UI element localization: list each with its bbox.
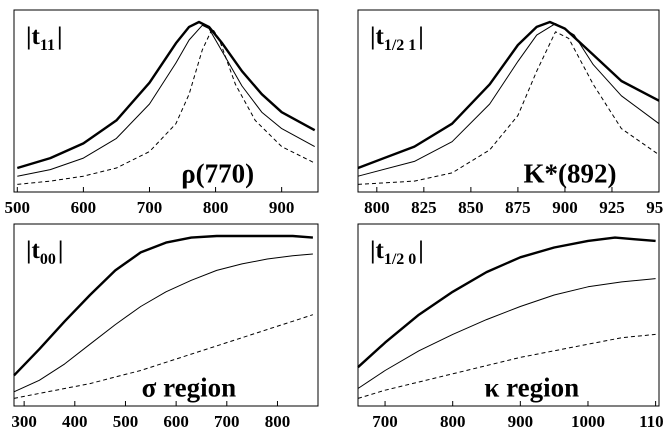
panel-title: |t00| <box>26 237 63 268</box>
x-tick-label: 800 <box>440 412 466 431</box>
panel-title-end: | <box>58 237 64 264</box>
panel-title-subscript: 11 <box>40 37 55 54</box>
series-line-thin <box>13 253 313 393</box>
panel-title-subscript: 00 <box>40 251 56 268</box>
x-tick-label: 925 <box>599 198 625 217</box>
panel-title-end: | <box>57 23 63 50</box>
panel-title-subscript: 1/2 1 <box>384 37 416 54</box>
x-tick-label: 300 <box>11 412 37 431</box>
panel-rho: 500 600 700 800 900 |t11| ρ(770) <box>5 9 319 217</box>
x-tick-label: 850 <box>458 198 484 217</box>
x-tick-label: 700 <box>137 198 163 217</box>
x-tick-label: 1100 <box>639 412 663 431</box>
resonance-label: σ region <box>142 373 236 403</box>
x-tick-label: 500 <box>5 198 31 217</box>
x-tick-label: 900 <box>269 198 295 217</box>
resonance-label: K*(892) <box>524 159 617 189</box>
x-tick-label: 875 <box>505 198 531 217</box>
series-line-thin <box>357 278 656 389</box>
panel-title-main: |t <box>370 23 385 50</box>
x-tick-label: 700 <box>214 412 240 431</box>
x-tick-label: 800 <box>203 198 229 217</box>
series-line-thick <box>357 20 660 170</box>
panel-title-main: |t <box>370 237 385 264</box>
series-line-thin <box>357 23 660 177</box>
panel-title-end: | <box>418 237 424 264</box>
panel-title-subscript: 1/2 0 <box>384 251 416 268</box>
panel-kappa: 700 800 900 1000 1100 |t1/2 0| κ region <box>357 223 663 431</box>
series-line-dashed <box>17 28 315 185</box>
resonance-label: ρ(770) <box>181 159 254 189</box>
x-tick-label: 500 <box>113 412 139 431</box>
x-tick-label: 950 <box>646 198 663 217</box>
plot-frame <box>357 9 660 193</box>
series-line-thick <box>16 20 316 170</box>
series-line-dashed <box>357 333 656 399</box>
series-line-thick <box>13 234 313 377</box>
panel-title-main: |t <box>26 23 41 50</box>
panel-title: |t1/2 1| <box>370 23 424 54</box>
x-tick-label: 900 <box>508 412 534 431</box>
x-tick-label: 400 <box>62 412 88 431</box>
x-tick-label: 600 <box>163 412 189 431</box>
x-tick-label: 800 <box>364 198 390 217</box>
x-tick-label: 1000 <box>571 412 605 431</box>
panel-title: |t11| <box>26 23 62 54</box>
x-tick-label: 900 <box>552 198 578 217</box>
panel-title-main: |t <box>26 237 41 264</box>
x-tick-label: 825 <box>411 198 437 217</box>
panel-sigma: 300 400 500 600 700 800 |t00| σ region <box>11 223 319 431</box>
x-tick-label: 700 <box>372 412 398 431</box>
series-line-dashed <box>357 31 660 185</box>
plot-frame <box>357 223 660 407</box>
resonance-label: κ region <box>484 373 579 403</box>
series-line-dashed <box>13 314 314 399</box>
panel-title-end: | <box>418 23 424 50</box>
panel-kstar: 800 825 850 875 900 925 950 |t1/2 1| K*(892) <box>357 9 663 217</box>
panel-title: |t1/2 0| <box>370 237 424 268</box>
series-line-thin <box>17 24 315 177</box>
plot-frame <box>13 9 319 193</box>
x-tick-label: 600 <box>71 198 97 217</box>
plot-frame <box>13 223 319 407</box>
series-line-thick <box>357 236 656 369</box>
x-tick-label: 800 <box>265 412 291 431</box>
